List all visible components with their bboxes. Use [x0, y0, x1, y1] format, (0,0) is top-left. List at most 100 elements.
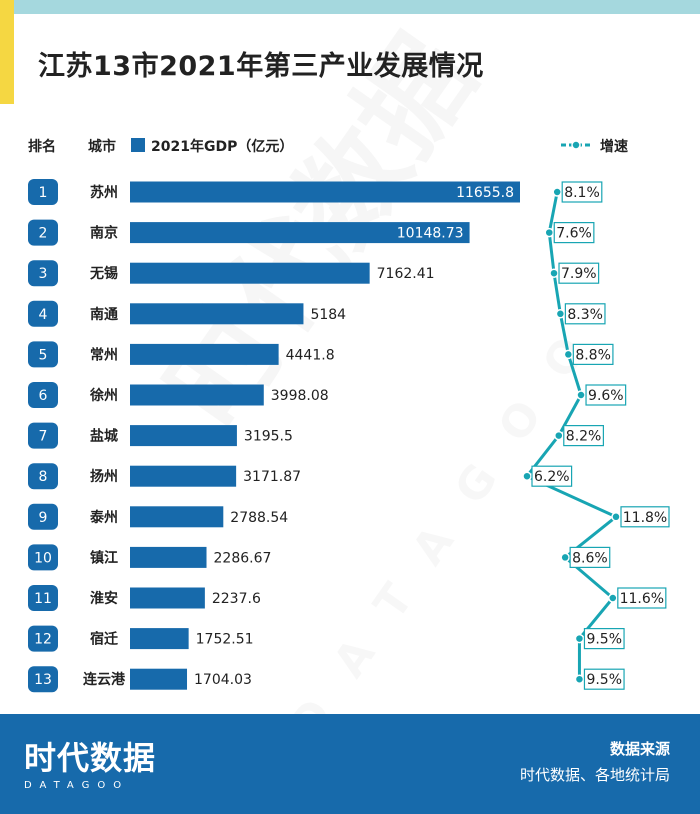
legend-line-label: 增速	[600, 138, 628, 155]
gdp-bar	[130, 587, 205, 609]
growth-label-box	[617, 587, 667, 609]
city-label: 淮安	[90, 590, 118, 607]
legend-bar-swatch	[131, 138, 145, 152]
gdp-value-label: 1752.51	[196, 632, 254, 648]
gdp-value-label: 5184	[310, 307, 346, 323]
gdp-bar	[130, 628, 189, 650]
brand-logo-subtext: DATAGOO	[24, 780, 130, 791]
growth-label: 8.6%	[572, 550, 608, 566]
rank-badge	[28, 422, 58, 449]
city-label: 盐城	[90, 428, 118, 445]
growth-point	[576, 390, 586, 400]
growth-label-box	[585, 384, 627, 406]
source-label: 数据来源	[609, 740, 670, 758]
gdp-value-label: 2237.6	[212, 591, 261, 607]
rank-number: 10	[34, 550, 52, 566]
gdp-bar	[130, 384, 264, 406]
growth-label-box	[563, 425, 604, 447]
brand-logo: 时代数据 DATAGOO	[24, 740, 156, 791]
city-header: 城市	[88, 138, 116, 155]
growth-point	[574, 633, 585, 644]
growth-label-box	[572, 343, 614, 365]
gdp-bar	[130, 303, 304, 325]
rank-number: 6	[39, 388, 48, 404]
gdp-bar	[130, 506, 224, 528]
top-border	[0, 0, 700, 14]
rank-badge	[28, 260, 58, 287]
rank-badge	[28, 179, 58, 205]
growth-label-box	[620, 506, 670, 528]
growth-label: 11.6%	[620, 591, 664, 607]
footer: 时代数据 DATAGOO 数据来源 时代数据、各地统计局	[0, 714, 700, 814]
growth-point	[608, 593, 618, 603]
growth-point	[544, 227, 554, 238]
growth-label-box	[531, 465, 573, 487]
city-label: 连云港	[83, 671, 126, 688]
growth-label-box	[569, 546, 611, 569]
growth-point	[549, 268, 559, 278]
growth-label: 8.3%	[567, 307, 603, 323]
rank-number: 9	[39, 510, 48, 526]
rank-number: 12	[34, 632, 52, 648]
gdp-bar	[130, 181, 520, 203]
growth-point	[560, 552, 570, 563]
growth-label: 7.9%	[561, 266, 597, 282]
growth-label-box	[561, 181, 603, 203]
gdp-value-label: 2286.67	[214, 550, 272, 566]
rank-number: 5	[39, 347, 48, 363]
city-label: 宿迁	[90, 631, 118, 648]
growth-label: 9.5%	[586, 672, 622, 688]
growth-label: 8.1%	[564, 185, 600, 201]
growth-point	[574, 674, 585, 684]
rank-badge	[28, 625, 58, 652]
gdp-value-label: 1704.03	[194, 672, 252, 688]
growth-label: 6.2%	[534, 469, 570, 485]
growth-point	[611, 512, 621, 522]
rank-badge	[28, 463, 58, 490]
growth-label: 9.6%	[588, 388, 624, 404]
gdp-bar	[130, 222, 470, 244]
gdp-value-label: 3195.5	[244, 429, 293, 445]
gdp-value-label: 10148.73	[397, 226, 464, 242]
rank-badge	[28, 300, 58, 327]
rank-badge	[28, 219, 58, 246]
gdp-bar	[130, 425, 237, 447]
rank-number: 1	[39, 185, 48, 201]
growth-point	[554, 430, 564, 441]
growth-label-box	[553, 222, 595, 244]
gdp-value-label: 11655.8	[456, 185, 514, 201]
rank-badge	[28, 341, 58, 368]
city-label: 无锡	[89, 265, 118, 282]
rank-number: 13	[34, 672, 52, 688]
rank-number: 4	[39, 307, 48, 323]
rank-number: 11	[34, 591, 52, 607]
city-label: 徐州	[89, 387, 118, 404]
city-label: 南通	[90, 306, 118, 323]
left-accent-bar	[0, 0, 14, 104]
growth-label: 11.8%	[623, 510, 667, 526]
legend-line-marker	[571, 140, 581, 150]
rank-number: 7	[39, 429, 48, 445]
gdp-value-label: 3998.08	[271, 388, 329, 404]
legend-bar-label: 2021年GDP（亿元）	[151, 138, 293, 155]
rank-number: 8	[39, 469, 48, 485]
rank-badge	[28, 666, 58, 693]
growth-point	[555, 309, 566, 319]
growth-label: 9.5%	[586, 632, 622, 648]
rank-badge	[28, 585, 58, 611]
growth-label-box	[583, 627, 625, 650]
city-label: 扬州	[90, 468, 118, 485]
gdp-bar	[130, 668, 188, 690]
rank-number: 3	[39, 266, 48, 282]
growth-label: 7.6%	[556, 226, 592, 242]
growth-label-box	[564, 303, 606, 325]
gdp-value-label: 3171.87	[243, 469, 301, 485]
city-label: 常州	[90, 346, 118, 363]
gdp-bar	[130, 262, 370, 284]
city-label: 泰州	[89, 509, 118, 526]
city-label: 苏州	[90, 184, 118, 201]
chart-title: 江苏13市2021年第三产业发展情况	[38, 51, 484, 82]
growth-label-box	[558, 262, 600, 284]
city-label: 镇江	[90, 549, 118, 566]
gdp-bar	[130, 465, 237, 487]
